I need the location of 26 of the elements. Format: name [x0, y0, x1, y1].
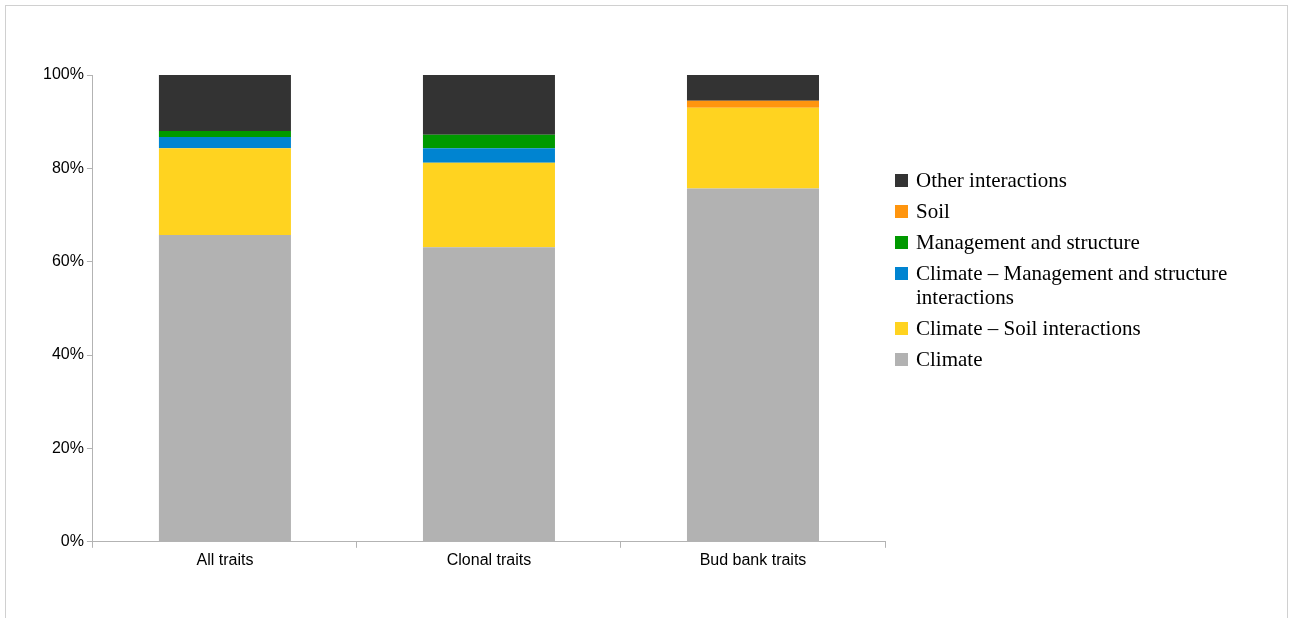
legend-label: Climate – Management and structure interactions — [916, 261, 1229, 309]
y-tick-label: 0% — [60, 532, 84, 550]
bar — [686, 107, 819, 189]
bar — [158, 148, 291, 236]
legend-label: Management and structure — [916, 230, 1140, 254]
bar — [686, 75, 819, 101]
legend-label: Climate – Soil interactions — [916, 316, 1141, 340]
bar — [422, 134, 555, 149]
x-tick-label: Bud bank traits — [699, 550, 807, 568]
y-tick-label: 60% — [51, 252, 84, 270]
bar — [158, 75, 291, 132]
y-tick-label: 80% — [51, 158, 84, 176]
legend-label: Soil — [916, 199, 950, 223]
bar — [422, 148, 555, 163]
bar — [686, 100, 819, 108]
bar — [158, 137, 291, 149]
bar — [422, 75, 555, 135]
legend-label: Other interactions — [916, 168, 1068, 192]
y-tick-label: 40% — [51, 345, 84, 363]
bar — [158, 131, 291, 138]
x-tick-label: All traits — [196, 550, 254, 568]
bar — [422, 162, 555, 248]
y-tick-label: 20% — [51, 438, 84, 456]
x-tick-label: Clonal traits — [446, 550, 532, 568]
y-tick-label: 100% — [43, 65, 84, 83]
legend-label: Climate — [916, 347, 983, 371]
